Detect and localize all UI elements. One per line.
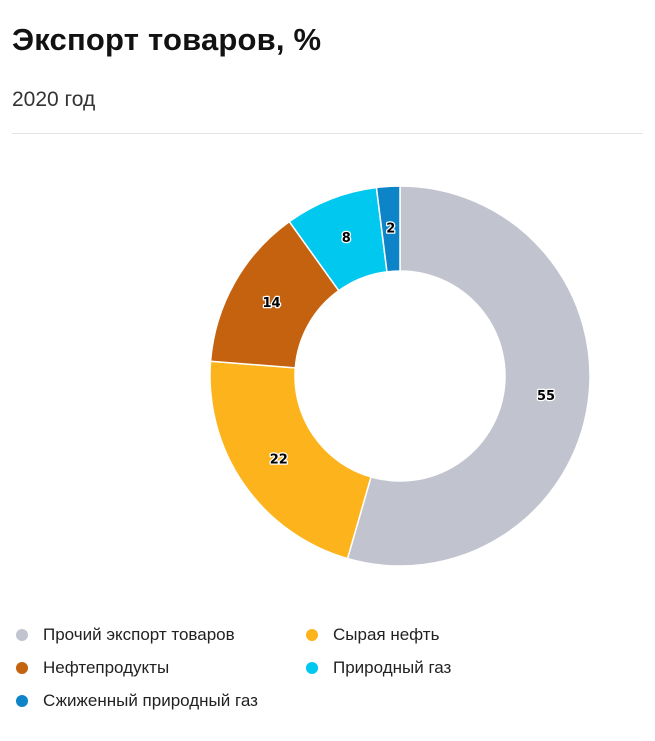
legend-label-oil-products: Нефтепродукты [43, 658, 170, 677]
labels-layer: 55 22 14 8 2 [261, 220, 556, 469]
legend-label-crude-oil: Сырая нефть [333, 625, 440, 644]
legend-marker-natural-gas [306, 662, 318, 674]
data-label-crude-oil: 22 [270, 453, 288, 468]
slices-layer [209, 185, 591, 567]
legend-item-oil-products[interactable]: Нефтепродукты [16, 657, 306, 679]
data-label-natural-gas: 8 [342, 231, 351, 246]
legend-item-natural-gas[interactable]: Природный газ [306, 657, 606, 679]
donut-slice-crude-oil[interactable] [209, 360, 372, 560]
legend-item-lng[interactable]: Сжиженный природный газ [16, 690, 306, 712]
legend-marker-oil-products [16, 662, 28, 674]
legend-marker-lng [16, 695, 28, 707]
donut-slice-other-exports[interactable] [346, 185, 591, 567]
data-label-oil-products: 14 [262, 296, 280, 311]
legend-marker-other-exports [16, 629, 28, 641]
legend-item-other-exports[interactable]: Прочий экспорт товаров [16, 624, 306, 646]
data-label-other-exports: 55 [537, 389, 555, 404]
legend-item-crude-oil[interactable]: Сырая нефть [306, 624, 606, 646]
chart-subtitle: 2020 год [12, 88, 96, 111]
divider [12, 133, 643, 134]
legend-marker-crude-oil [306, 629, 318, 641]
legend: Прочий экспорт товаров Сырая нефть Нефте… [16, 624, 636, 712]
legend-label-other-exports: Прочий экспорт товаров [43, 625, 235, 644]
donut-slice-lng[interactable] [375, 185, 401, 273]
data-label-lng: 2 [386, 221, 395, 236]
legend-label-natural-gas: Природный газ [333, 658, 452, 677]
legend-label-lng: Сжиженный природный газ [43, 691, 258, 710]
chart-title: Экспорт товаров, % [12, 22, 322, 57]
donut-chart: 55 22 14 8 2 [209, 185, 591, 567]
